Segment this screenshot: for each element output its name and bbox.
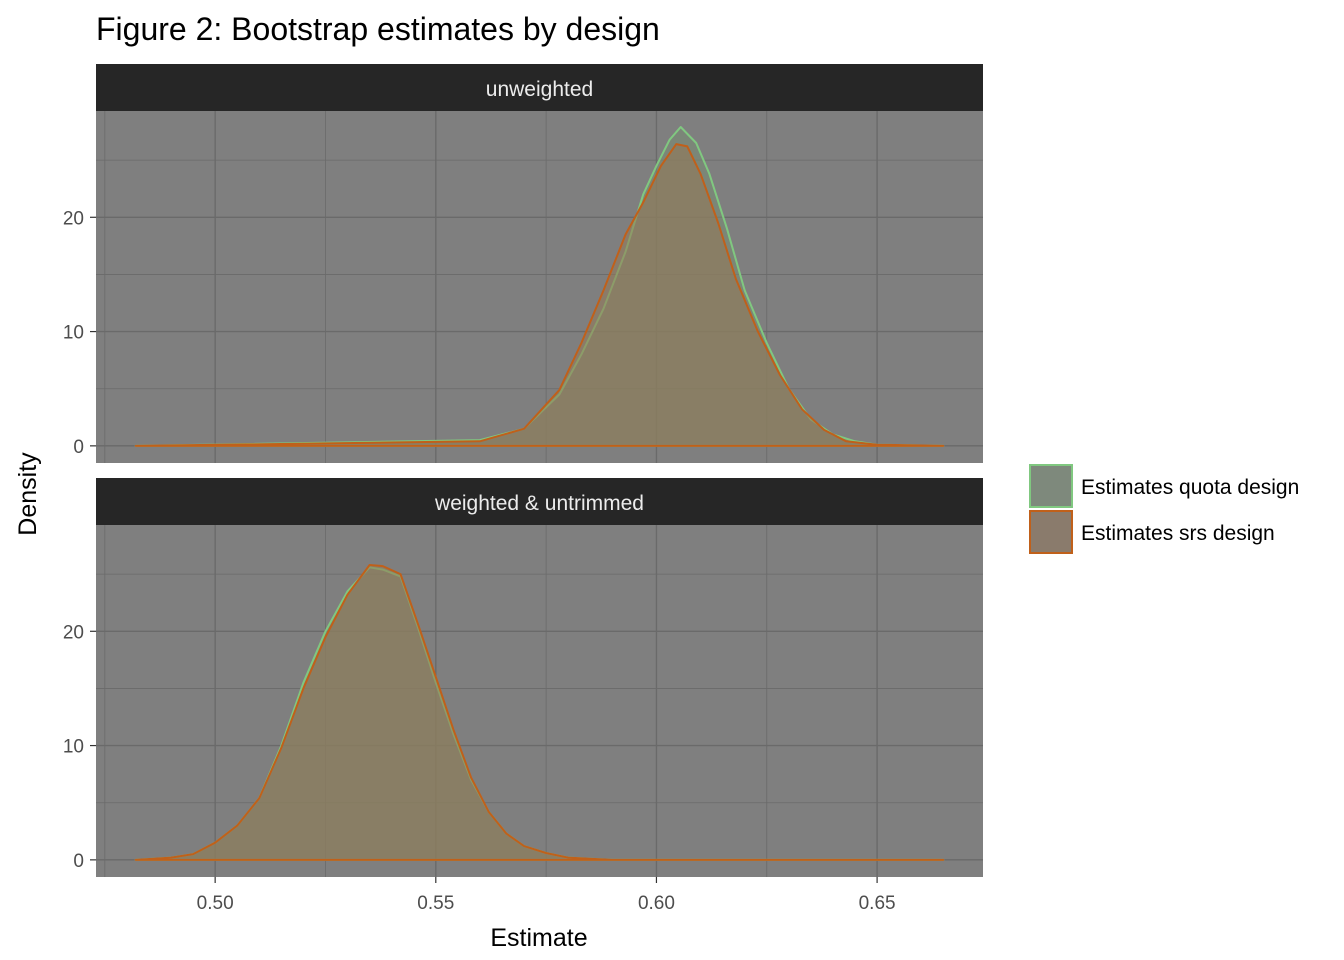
facet-strip-label: weighted & untrimmed <box>434 492 644 515</box>
y-tick-label: 20 <box>63 208 84 229</box>
y-tick-label: 10 <box>63 737 84 758</box>
facet-strip-label: unweighted <box>486 78 593 101</box>
x-tick-label: 0.55 <box>417 893 454 914</box>
panel-background <box>96 525 983 877</box>
facet-strip <box>96 64 983 111</box>
legend-key-srs <box>1029 510 1073 554</box>
density-area-srs <box>134 564 945 861</box>
x-tick-label: 0.50 <box>197 893 234 914</box>
x-axis: 0.50 0.55 0.60 0.65 <box>197 877 896 914</box>
panel-background <box>96 111 983 463</box>
y-tick-label: 20 <box>63 622 84 643</box>
x-tick-label: 0.65 <box>859 893 896 914</box>
x-tick-label: 0.60 <box>638 893 675 914</box>
y-tick-label: 10 <box>63 323 84 344</box>
facet-panels: unweighted 0 10 20 weighted & untrimmed 0 10 20 <box>63 64 983 877</box>
facet-strip <box>96 478 983 525</box>
facet-panel: unweighted 0 10 20 <box>63 64 983 463</box>
y-tick-label: 0 <box>73 851 84 872</box>
y-axis-title: Density <box>14 452 42 536</box>
legend-label-quota: Estimates quota design <box>1081 476 1299 499</box>
legend: Estimates quota design Estimates srs desi… <box>1029 464 1299 554</box>
y-tick-label: 0 <box>73 437 84 458</box>
density-area-srs <box>134 143 945 447</box>
legend-label-srs: Estimates srs design <box>1081 522 1275 545</box>
x-axis-title: Estimate <box>490 924 587 952</box>
chart-title: Figure 2: Bootstrap estimates by design <box>96 11 660 47</box>
legend-key-quota <box>1029 464 1073 508</box>
facet-panel: weighted & untrimmed 0 10 20 <box>63 478 983 877</box>
